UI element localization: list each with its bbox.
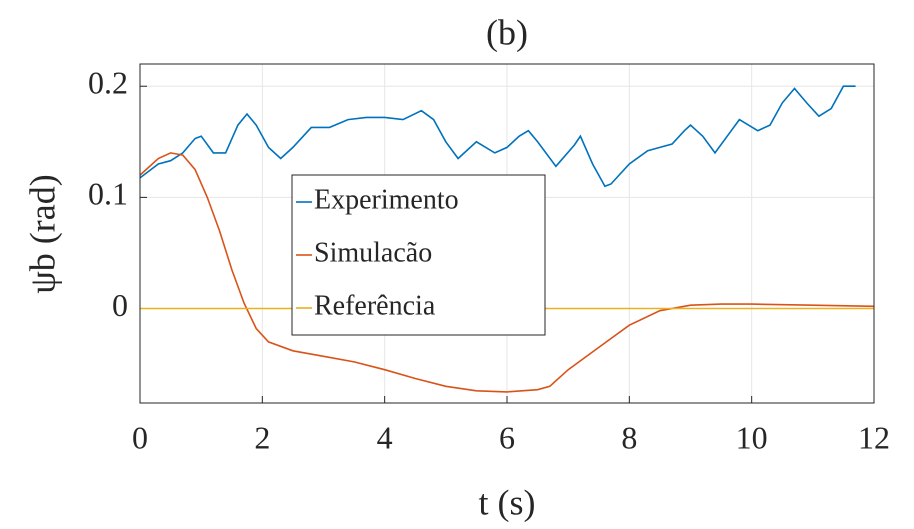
x-tick-label: 4 (377, 419, 393, 455)
y-tick-label: 0.1 (88, 176, 128, 212)
x-axis-label: t (s) (479, 482, 536, 522)
legend-label: Experimento (314, 184, 459, 215)
x-tick-label: 8 (621, 419, 637, 455)
x-tick-label: 0 (132, 419, 148, 455)
axes-box (139, 63, 875, 404)
y-tick-label: 0.2 (88, 65, 128, 101)
x-tick-label: 2 (254, 419, 270, 455)
x-tick-label: 12 (858, 419, 890, 455)
x-tick-label: 6 (499, 419, 515, 455)
line (139, 152, 875, 393)
chart-title: (b) (486, 12, 528, 52)
legend-label: Referência (314, 290, 436, 321)
y-axis-label: ψb (rad) (22, 174, 62, 293)
line (139, 85, 856, 188)
x-tick-label: 10 (736, 419, 768, 455)
legend-box (291, 174, 546, 336)
y-tick-label: 0 (112, 287, 128, 323)
legend-label: Simulacão (314, 237, 432, 268)
